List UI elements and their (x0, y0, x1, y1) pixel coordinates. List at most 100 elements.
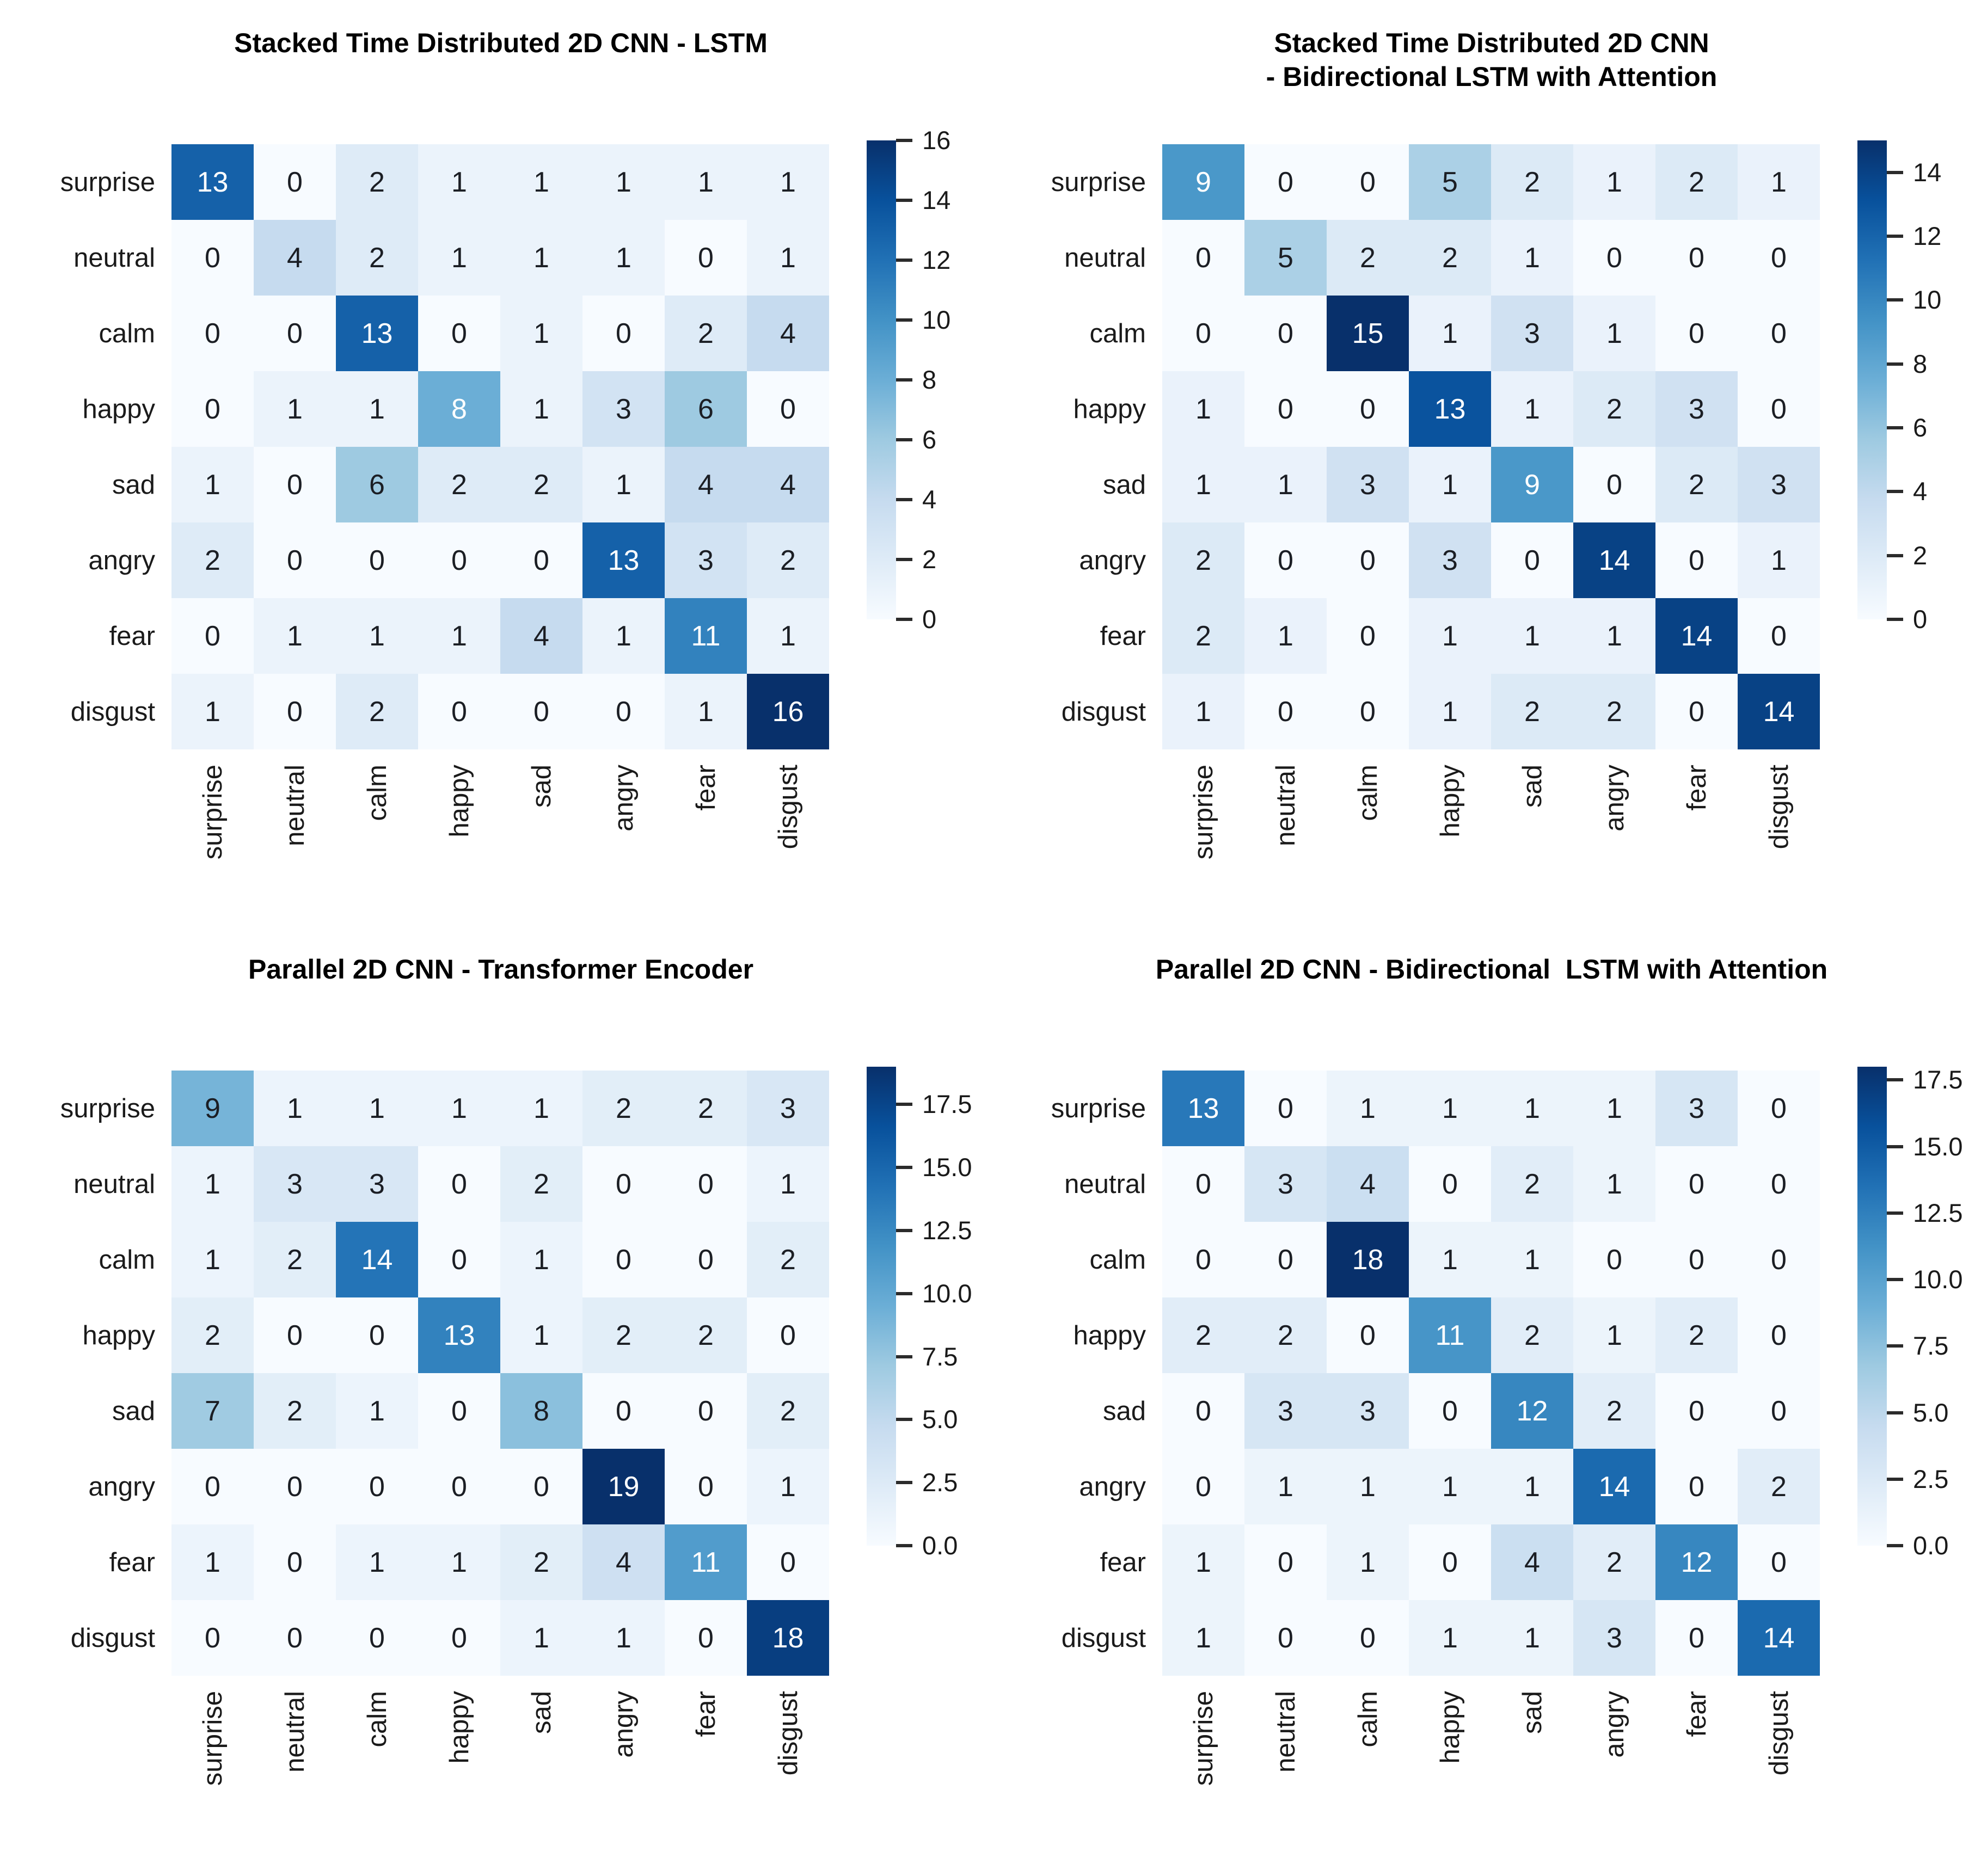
heatmap-cell: 14 (1738, 674, 1820, 749)
y-axis-label: calm (99, 318, 155, 348)
x-axis-label: neutral (1244, 1691, 1327, 1876)
heatmap-cell: 4 (582, 1524, 665, 1600)
heatmap-cell: 3 (665, 522, 747, 598)
x-axis-label: calm (1327, 1691, 1409, 1876)
colorbar-tick-mark (1887, 170, 1903, 174)
heatmap-cell: 0 (418, 1222, 500, 1297)
heatmap-cell: 0 (1573, 1222, 1655, 1297)
heatmap-cell: 1 (1244, 447, 1327, 522)
heatmap-cell: 3 (1244, 1146, 1327, 1222)
colorbar-tick-label: 2.5 (922, 1468, 958, 1497)
x-axis-label: angry (1573, 1691, 1655, 1876)
chart-title: Parallel 2D CNN - Transformer Encoder (248, 954, 754, 985)
heatmap-cell: 1 (418, 1524, 500, 1600)
colorbar-tick-mark (1887, 1344, 1903, 1348)
heatmap-cell: 1 (1327, 1449, 1409, 1524)
x-axis-label-text: neutral (1271, 765, 1301, 846)
heatmap-cell: 0 (747, 371, 829, 447)
heatmap-cell: 0 (1244, 1222, 1327, 1297)
heatmap-cell: 2 (336, 674, 418, 749)
heatmap-cell: 2 (1573, 674, 1655, 749)
heatmap-cell: 6 (336, 447, 418, 522)
y-axis-label: disgust (70, 1623, 155, 1653)
heatmap-cell: 0 (1655, 522, 1738, 598)
colorbar-tick-label: 14 (1913, 157, 1942, 187)
heatmap-cell: 1 (1409, 1222, 1491, 1297)
y-axis-label: neutral (1064, 1169, 1146, 1199)
heatmap-cell: 12 (1655, 1524, 1738, 1600)
heatmap-cell: 0 (1409, 1373, 1491, 1449)
heatmap-cell: 0 (336, 1449, 418, 1524)
x-axis-label-text: angry (1599, 1691, 1629, 1758)
heatmap-cell: 0 (665, 1600, 747, 1676)
heatmap-cell: 0 (665, 1373, 747, 1449)
colorbar-tick-label: 15.0 (1913, 1131, 1963, 1161)
heatmap-cell: 0 (1327, 674, 1409, 749)
heatmap-cell: 0 (1738, 1146, 1820, 1222)
heatmap-cell: 0 (1162, 296, 1244, 371)
x-axis-label-text: angry (609, 765, 639, 832)
colorbar-tick-mark (1887, 1544, 1903, 1547)
heatmap-cell: 0 (1573, 447, 1655, 522)
heatmap-cell: 0 (582, 1222, 665, 1297)
heatmap-cell: 0 (1162, 1222, 1244, 1297)
heatmap-cell: 0 (1244, 144, 1327, 220)
heatmap-cell: 0 (418, 296, 500, 371)
colorbar-tick-label: 10.0 (1913, 1265, 1963, 1294)
heatmap-cell: 0 (1491, 522, 1573, 598)
heatmap-cell: 1 (1162, 371, 1244, 447)
heatmap-cell: 2 (665, 1297, 747, 1373)
heatmap-cell: 0 (665, 220, 747, 296)
colorbar-tick-label: 0.0 (1913, 1531, 1949, 1560)
x-axis-label: neutral (1244, 765, 1327, 950)
heatmap-cell: 2 (254, 1373, 336, 1449)
y-axis-label: calm (1089, 318, 1146, 348)
heatmap-cell: 1 (747, 1449, 829, 1524)
x-axis-label-text: angry (1599, 765, 1629, 832)
heatmap-cell: 0 (418, 1146, 500, 1222)
heatmap-cell: 0 (1738, 598, 1820, 674)
heatmap-cell: 1 (747, 144, 829, 220)
heatmap-cell: 4 (747, 447, 829, 522)
colorbar-tick-mark (896, 1544, 912, 1547)
heatmap-cell: 0 (1244, 1600, 1327, 1676)
heatmap-cell: 0 (1655, 220, 1738, 296)
heatmap-cell: 0 (1655, 1449, 1738, 1524)
x-axis-label: happy (1409, 1691, 1491, 1876)
heatmap-cell: 1 (582, 447, 665, 522)
colorbar-tick-mark (1887, 235, 1903, 238)
chart-title: Stacked Time Distributed 2D CNN - Bidire… (1266, 28, 1718, 92)
heatmap-cell: 2 (1491, 144, 1573, 220)
heatmap-cell: 2 (500, 447, 582, 522)
heatmap-cell: 1 (1162, 674, 1244, 749)
heatmap-cell: 0 (171, 220, 254, 296)
x-axis-label: angry (582, 1691, 665, 1876)
x-axis-label: happy (1409, 765, 1491, 950)
colorbar-tick-label: 2 (1913, 540, 1928, 570)
y-axis-label: happy (1073, 394, 1146, 424)
colorbar-tick-label: 6 (1913, 413, 1928, 442)
heatmap-cell: 0 (665, 1449, 747, 1524)
colorbar-tick-mark (1887, 1278, 1903, 1282)
heatmap-cell: 9 (1162, 144, 1244, 220)
x-axis-label-text: fear (1682, 1691, 1712, 1737)
heatmap-cell: 1 (500, 1600, 582, 1676)
x-axis-label: fear (665, 1691, 747, 1876)
heatmap-cell: 11 (665, 598, 747, 674)
heatmap-cell: 0 (1738, 1297, 1820, 1373)
heatmap-cell: 0 (1738, 1524, 1820, 1600)
x-axis-label: calm (336, 1691, 418, 1876)
heatmap-cell: 3 (336, 1146, 418, 1222)
heatmap-cell: 3 (1738, 447, 1820, 522)
y-axis-label: fear (1100, 1547, 1146, 1577)
heatmap-cell: 3 (1409, 522, 1491, 598)
heatmap-cell: 1 (1409, 674, 1491, 749)
heatmap-cell: 2 (747, 1373, 829, 1449)
x-axis-label-text: neutral (280, 1691, 310, 1773)
heatmap-cell: 0 (1655, 674, 1738, 749)
heatmap-cell: 0 (1162, 220, 1244, 296)
heatmap-cell: 1 (1573, 296, 1655, 371)
x-axis-label-text: happy (444, 1691, 474, 1764)
chart-title: Stacked Time Distributed 2D CNN - LSTM (234, 28, 768, 58)
